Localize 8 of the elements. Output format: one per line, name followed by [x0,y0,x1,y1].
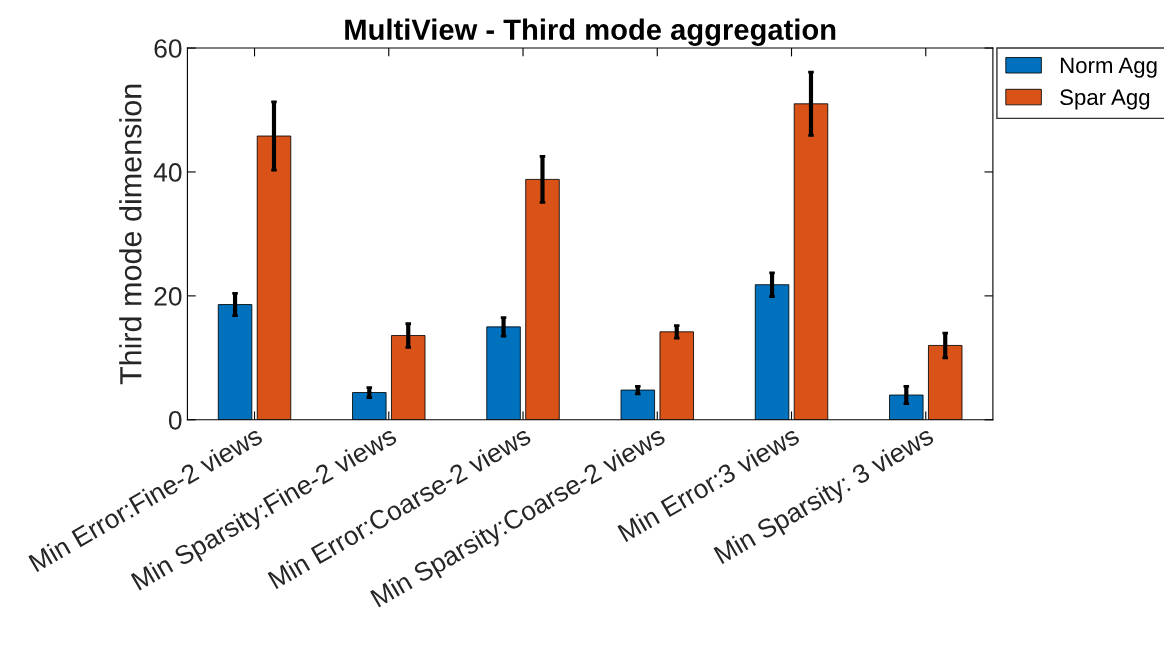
y-tick-label: 60 [154,39,182,58]
y-tick-label: 0 [168,410,182,430]
y-tick-label: 40 [153,163,182,182]
chart-title: MultiView - Third mode aggregation [345,18,836,46]
y-axis-title: Third mode dimension [119,84,142,385]
legend-label: Norm Agg [1060,57,1157,78]
legend-label: Spar Agg [1060,89,1150,110]
y-tick-label: 20 [154,287,182,306]
